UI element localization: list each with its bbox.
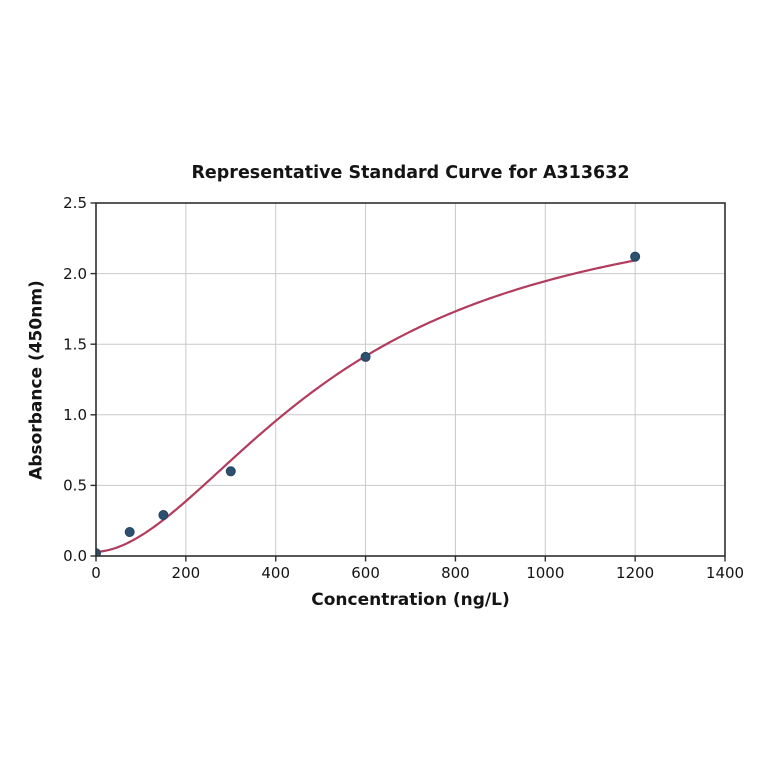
x-tick-label: 800 bbox=[441, 564, 470, 582]
data-point bbox=[630, 251, 641, 262]
data-point bbox=[124, 526, 135, 537]
x-tick-label: 400 bbox=[261, 564, 290, 582]
y-tick-label: 2.5 bbox=[63, 194, 87, 212]
y-tick-label: 0.0 bbox=[63, 547, 87, 565]
data-point bbox=[360, 351, 371, 362]
y-tick-label: 1.0 bbox=[63, 406, 87, 424]
y-tick-label: 1.5 bbox=[63, 335, 87, 353]
x-tick-label: 0 bbox=[91, 564, 101, 582]
data-point bbox=[96, 548, 101, 556]
data-point bbox=[225, 466, 236, 477]
x-tick-label: 1000 bbox=[526, 564, 564, 582]
data-point bbox=[158, 510, 169, 521]
x-tick-label: 600 bbox=[351, 564, 380, 582]
x-axis-label: Concentration (ng/L) bbox=[311, 590, 510, 610]
plot-border bbox=[95, 202, 726, 557]
chart-title: Representative Standard Curve for A31363… bbox=[191, 163, 630, 183]
x-tick-label: 1400 bbox=[706, 564, 744, 582]
x-tick-label: 1200 bbox=[616, 564, 654, 582]
x-tick-label: 200 bbox=[172, 564, 201, 582]
y-tick-label: 2.0 bbox=[63, 265, 87, 283]
y-tick-label: 0.5 bbox=[63, 477, 87, 495]
